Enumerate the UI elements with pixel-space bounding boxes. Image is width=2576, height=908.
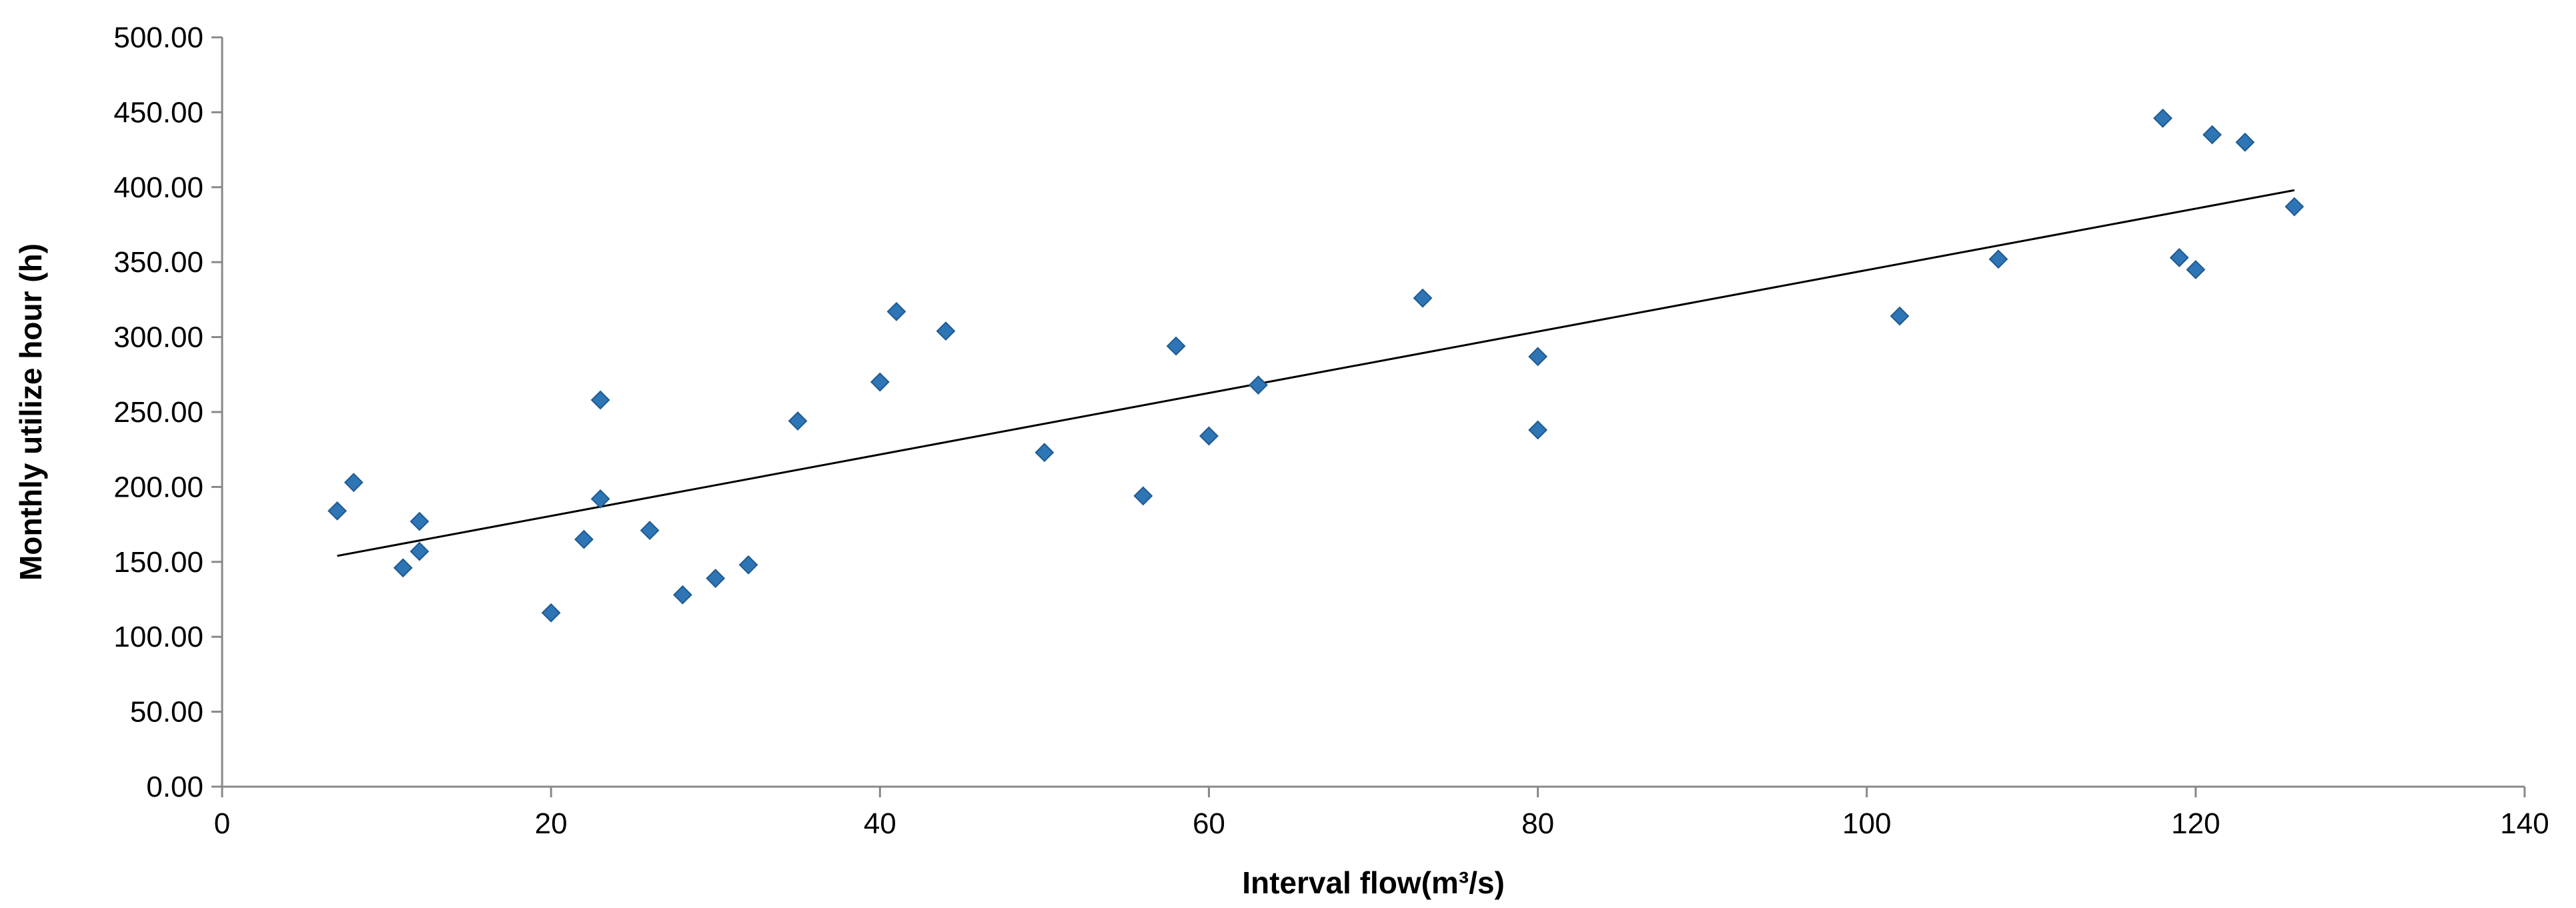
data-point [2169, 248, 2189, 267]
data-point [2202, 125, 2222, 145]
data-point [1133, 486, 1153, 506]
data-point [410, 541, 430, 561]
data-point [738, 555, 758, 575]
data-point [1035, 443, 1055, 463]
y-tick-label: 50.00 [130, 696, 203, 729]
y-axis-title: Monthly utilize hour (h) [13, 243, 48, 581]
data-point [344, 473, 364, 493]
data-point [640, 521, 660, 541]
data-point [410, 511, 430, 531]
data-point [590, 489, 610, 509]
data-point [541, 603, 561, 623]
data-point [393, 558, 413, 578]
y-tick-label: 0.00 [146, 771, 203, 803]
x-tick-label: 140 [2500, 807, 2549, 840]
x-axis-title: Interval flow(m³/s) [1242, 865, 1505, 900]
data-point [328, 501, 348, 521]
data-point [1413, 288, 1433, 308]
x-tick-label: 20 [535, 807, 568, 840]
y-tick-label: 250.00 [113, 396, 203, 429]
x-tick-label: 120 [2171, 807, 2220, 840]
x-tick-label: 80 [1521, 807, 1554, 840]
data-point [1988, 249, 2008, 269]
y-tick-label: 200.00 [113, 471, 203, 503]
data-point [936, 321, 956, 341]
y-tick-label: 500.00 [113, 21, 203, 54]
data-point [590, 390, 610, 410]
data-point [1166, 336, 1186, 356]
trendline [337, 189, 2295, 557]
x-tick-label: 100 [1842, 807, 1891, 840]
data-point [1528, 420, 1547, 440]
data-point [2235, 132, 2255, 152]
x-tick-label: 40 [864, 807, 896, 840]
data-point [672, 585, 692, 605]
data-point [1890, 306, 1910, 326]
x-axis-ticks: 0 20 40 60 80 100 120 140 [214, 787, 2549, 840]
data-point [706, 569, 726, 588]
data-point [2186, 260, 2206, 279]
y-tick-label: 300.00 [113, 321, 203, 354]
data-point [1199, 426, 1219, 446]
y-tick-label: 150.00 [113, 546, 203, 579]
y-tick-label: 350.00 [113, 246, 203, 279]
data-point [788, 411, 808, 431]
data-point [870, 372, 890, 392]
y-tick-label: 400.00 [113, 171, 203, 204]
data-point [574, 529, 594, 549]
y-axis-ticks: 0.00 50.00 100.00 150.00 200.00 250.00 300.00 3… [113, 21, 222, 803]
data-point [2153, 108, 2172, 128]
data-point [886, 301, 906, 321]
data-point [2285, 197, 2305, 217]
data-point [1248, 375, 1268, 395]
x-tick-label: 60 [1193, 807, 1225, 840]
y-tick-label: 450.00 [113, 96, 203, 129]
data-points [328, 108, 2305, 623]
y-tick-label: 100.00 [113, 621, 203, 653]
data-point [1528, 347, 1547, 367]
x-tick-label: 0 [214, 807, 230, 840]
